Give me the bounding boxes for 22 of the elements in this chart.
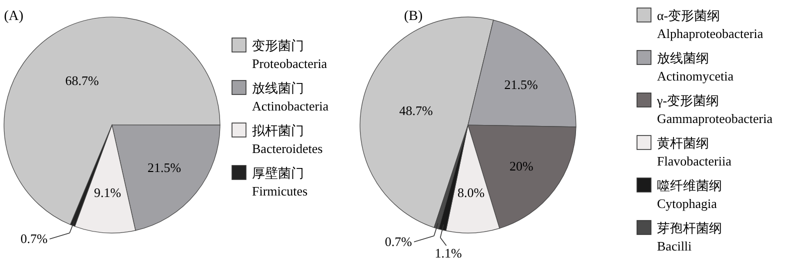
data-label: 48.7% (399, 103, 434, 118)
legend-label: 拟杆菌门 Bacteroidetes (252, 123, 323, 156)
data-label: 0.7% (384, 234, 412, 249)
data-label: 9.1% (94, 184, 122, 200)
data-label: 21.5% (147, 160, 182, 175)
data-label: 68.7% (65, 73, 100, 88)
legend-label: 噬纤维菌纲 Cytophagia (657, 178, 722, 211)
chart-title: (A) (4, 9, 24, 24)
legend-label: γ-变形菌纲 Gammaproteobacteria (656, 93, 773, 126)
data-label: 21.5% (504, 77, 538, 92)
legend-label: α-变形菌纲 Alphaproteobacteria (657, 8, 764, 41)
legend-label: 放线菌门 Actinobacteria (252, 80, 329, 114)
data-label: 0.7% (20, 230, 48, 246)
data-label: 8.0% (457, 184, 485, 200)
legend-label: 放线菌纲 Actinomycetia (657, 50, 734, 84)
chart-title: (B) (404, 9, 423, 24)
legend-label: 变形菌门 Proteobacteria (252, 38, 328, 71)
legend-label: 芽孢杆菌纲 Bacilli (657, 220, 722, 254)
legend-label: 黄杆菌纲 Flavobacteriia (657, 136, 732, 168)
data-label: 20% (510, 158, 534, 174)
legend-label: 厚壁菌门 Firmicutes (252, 166, 308, 198)
data-label: 1.1% (434, 246, 462, 261)
